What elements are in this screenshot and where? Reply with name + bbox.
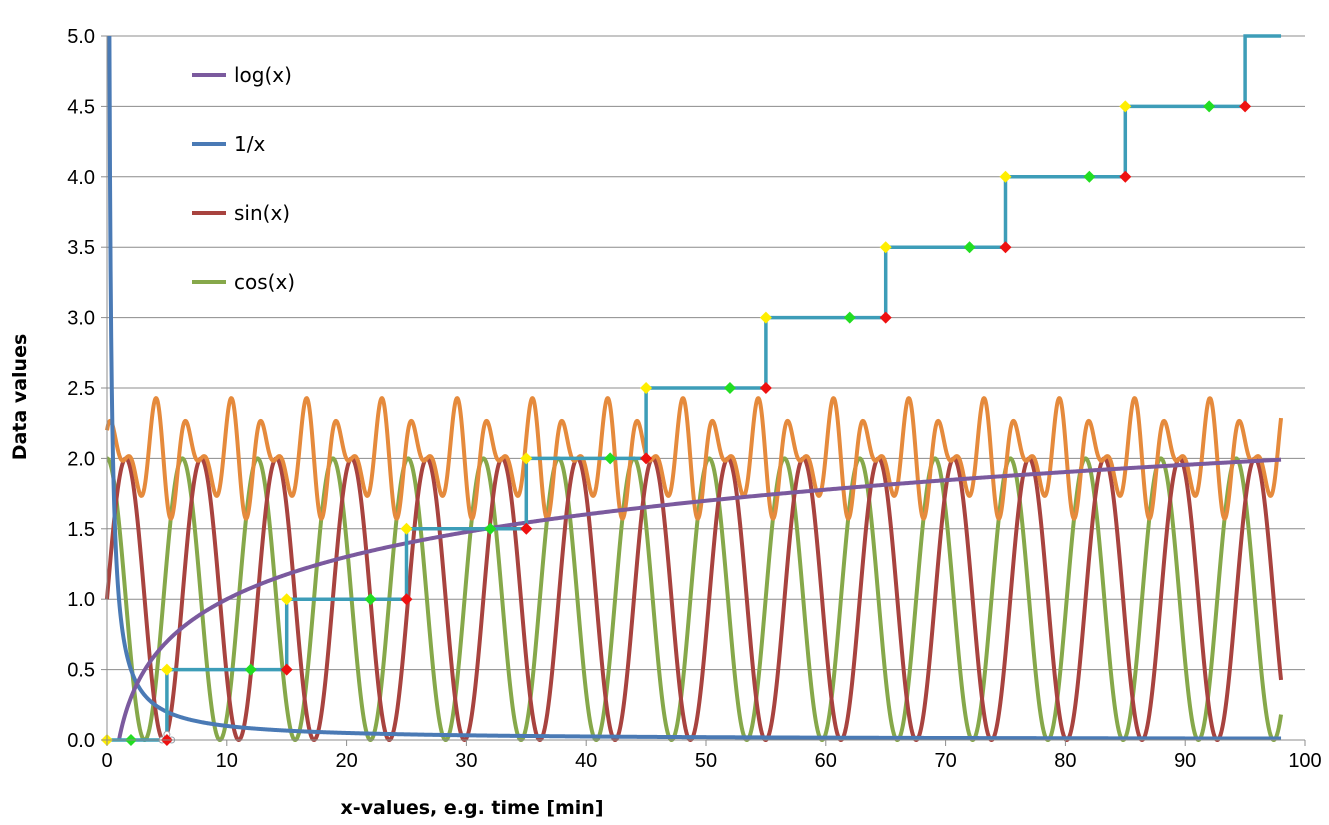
red-diamond-marker xyxy=(520,522,533,535)
y-tick-label-0.5: 0.5 xyxy=(67,660,95,682)
red-diamond-marker xyxy=(400,593,413,606)
red-diamond-marker xyxy=(999,241,1012,254)
green-diamond-marker xyxy=(723,382,736,394)
legend-label-3: cos(x) xyxy=(234,270,295,294)
x-tick-label-50: 50 xyxy=(695,750,717,772)
tick-labels: 0.0 0.5 1.0 1.5 2.0 2.5 3.0 3.5 4.0 4.5 5.0 0 10 20 30… xyxy=(67,26,1322,772)
reciprocal-series-line xyxy=(107,35,1283,741)
y-tick-label-2.5: 2.5 xyxy=(67,378,95,400)
log-series-line xyxy=(117,457,1282,741)
yellow-diamond-marker xyxy=(520,452,533,465)
yellow-diamond-marker xyxy=(160,663,173,676)
y-tick-label-2.0: 2.0 xyxy=(67,448,95,470)
yellow-diamond-marker xyxy=(640,382,653,394)
y-tick-label-3.0: 3.0 xyxy=(67,308,95,330)
x-axis-title: x-values, e.g. time [min] xyxy=(340,797,603,819)
yellow-diamond-marker xyxy=(1119,100,1132,113)
y-tick-label-4.5: 4.5 xyxy=(67,96,95,118)
x-tick-label-100: 100 xyxy=(1288,750,1321,772)
x-tick-label-80: 80 xyxy=(1054,750,1076,772)
x-tick-label-20: 20 xyxy=(335,750,357,772)
axes xyxy=(101,35,1306,746)
green-diamond-marker xyxy=(364,593,377,606)
yellow-diamond-marker xyxy=(879,241,892,254)
yellow-diamond-marker xyxy=(280,593,293,606)
y-tick-label-1.5: 1.5 xyxy=(67,519,95,541)
x-tick-label-30: 30 xyxy=(455,750,477,772)
x-tick-label-90: 90 xyxy=(1174,750,1196,772)
green-diamond-marker xyxy=(604,452,617,465)
green-diamond-marker xyxy=(484,522,497,535)
yellow-diamond-marker xyxy=(400,522,413,535)
series-group xyxy=(101,34,1284,746)
green-diamond-marker xyxy=(1203,100,1216,113)
green-diamond-marker xyxy=(1083,170,1096,183)
green-diamond-marker xyxy=(963,241,976,254)
yellow-diamond-marker xyxy=(759,311,772,324)
red-diamond-marker xyxy=(879,311,892,324)
green-diamond-marker xyxy=(843,311,856,324)
green-diamond-marker xyxy=(244,663,257,676)
red-diamond-marker xyxy=(1239,100,1252,113)
legend-label-2: sin(x) xyxy=(234,201,290,225)
legend-label-1: 1/x xyxy=(234,132,265,156)
x-tick-label-10: 10 xyxy=(216,750,238,772)
x-tick-label-0: 0 xyxy=(101,750,112,772)
red-diamond-marker xyxy=(640,452,653,465)
red-diamond-marker xyxy=(759,382,772,394)
y-tick-label-0.0: 0.0 xyxy=(67,730,95,752)
cos-series-line xyxy=(105,456,1284,742)
y-axis-title: Data values xyxy=(9,334,31,461)
red-diamond-marker xyxy=(1119,170,1132,183)
yellow-diamond-marker xyxy=(999,170,1012,183)
y-tick-label-3.5: 3.5 xyxy=(67,237,95,259)
sin-series-line xyxy=(105,456,1284,742)
y-tick-label-5.0: 5.0 xyxy=(67,26,95,48)
red-diamond-marker xyxy=(280,663,293,676)
x-tick-label-70: 70 xyxy=(934,750,956,772)
legend: log(x) 1/x sin(x) cos(x) xyxy=(192,63,295,294)
x-tick-label-40: 40 xyxy=(575,750,597,772)
x-tick-label-60: 60 xyxy=(815,750,837,772)
y-tick-label-4.0: 4.0 xyxy=(67,167,95,189)
y-tick-label-1.0: 1.0 xyxy=(67,589,95,611)
step-series-line xyxy=(107,34,1282,742)
legend-label-0: log(x) xyxy=(234,63,292,87)
